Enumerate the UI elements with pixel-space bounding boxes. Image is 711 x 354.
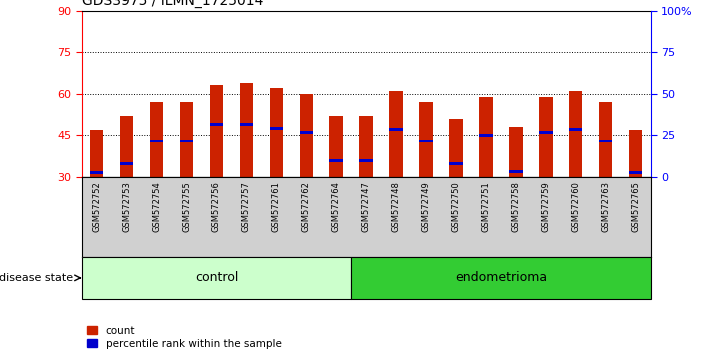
Text: GSM572751: GSM572751 [481, 181, 491, 232]
Bar [120, 162, 134, 165]
Bar [150, 139, 164, 142]
Text: GSM572759: GSM572759 [541, 181, 550, 232]
Bar [539, 97, 552, 177]
Bar [479, 97, 493, 177]
Text: disease state: disease state [0, 273, 73, 283]
Text: GSM572762: GSM572762 [301, 181, 311, 232]
Bar [240, 123, 253, 126]
Legend: count, percentile rank within the sample: count, percentile rank within the sample [87, 326, 282, 349]
Bar [210, 123, 223, 126]
Text: GSM572754: GSM572754 [152, 181, 161, 232]
Text: GSM572753: GSM572753 [122, 181, 131, 232]
Bar [82, 257, 351, 299]
Bar [360, 159, 373, 162]
Text: endometrioma: endometrioma [455, 272, 547, 284]
Bar [329, 116, 343, 177]
Bar [569, 129, 582, 131]
Text: control: control [195, 272, 238, 284]
Bar [539, 131, 552, 134]
Text: GSM572749: GSM572749 [422, 181, 431, 232]
Text: GSM572763: GSM572763 [602, 181, 610, 232]
Bar [509, 170, 523, 173]
Text: GDS3975 / ILMN_1725014: GDS3975 / ILMN_1725014 [82, 0, 263, 8]
Bar [180, 102, 193, 177]
Text: GSM572761: GSM572761 [272, 181, 281, 232]
Bar [120, 116, 134, 177]
Text: GSM572757: GSM572757 [242, 181, 251, 232]
Bar [299, 94, 313, 177]
Text: GSM572747: GSM572747 [362, 181, 370, 232]
Text: GSM572756: GSM572756 [212, 181, 221, 232]
Text: GSM572758: GSM572758 [511, 181, 520, 232]
Bar [479, 134, 493, 137]
Bar [360, 116, 373, 177]
Bar [599, 139, 612, 142]
Text: GSM572752: GSM572752 [92, 181, 101, 232]
Bar [629, 171, 642, 174]
Bar [351, 257, 651, 299]
Bar [240, 83, 253, 177]
Text: GSM572750: GSM572750 [451, 181, 461, 232]
Bar [299, 131, 313, 134]
Bar [210, 85, 223, 177]
Bar [269, 127, 283, 130]
Text: GSM572755: GSM572755 [182, 181, 191, 232]
Bar [180, 139, 193, 142]
Text: GSM572765: GSM572765 [631, 181, 640, 232]
Bar [329, 159, 343, 162]
Bar [509, 127, 523, 177]
Bar [390, 91, 403, 177]
Bar [269, 88, 283, 177]
Bar [629, 130, 642, 177]
Text: GSM572760: GSM572760 [571, 181, 580, 232]
Text: GSM572748: GSM572748 [392, 181, 400, 232]
Bar [390, 129, 403, 131]
Bar [419, 139, 433, 142]
Bar [419, 102, 433, 177]
Bar [90, 171, 104, 174]
Bar [150, 102, 164, 177]
Bar [449, 162, 463, 165]
Bar [599, 102, 612, 177]
Bar [90, 130, 104, 177]
Bar [449, 119, 463, 177]
Bar [569, 91, 582, 177]
Text: GSM572764: GSM572764 [332, 181, 341, 232]
